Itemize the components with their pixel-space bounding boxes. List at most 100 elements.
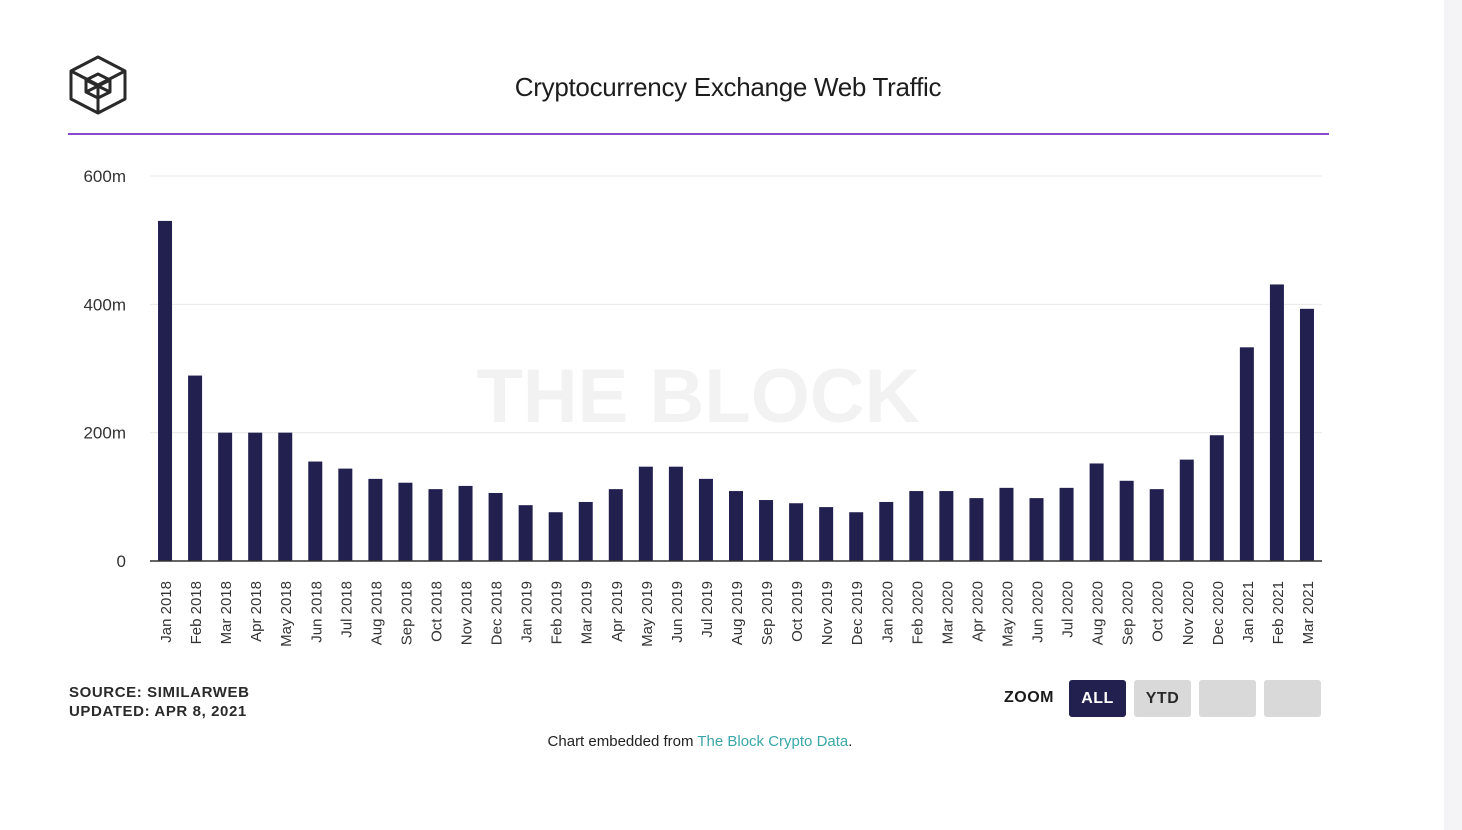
x-tick-label: Apr 2020 — [969, 581, 986, 642]
x-tick-label: Dec 2020 — [1210, 581, 1227, 645]
x-tick-label: Mar 2019 — [579, 581, 596, 644]
embed-suffix: . — [848, 733, 853, 750]
bar[interactable] — [248, 432, 263, 561]
bar[interactable] — [1239, 347, 1254, 561]
x-tick-label: Jul 2020 — [1060, 581, 1077, 638]
y-tick-label: 400m — [83, 295, 126, 314]
bar[interactable] — [879, 501, 894, 561]
bar[interactable] — [1269, 284, 1284, 561]
bar[interactable] — [1179, 459, 1194, 561]
bar[interactable] — [668, 466, 683, 561]
x-tick-label: Dec 2019 — [849, 581, 866, 645]
x-tick-label: Nov 2020 — [1180, 581, 1197, 645]
zoom-all-button[interactable]: ALL — [1069, 680, 1126, 717]
x-tick-label: Oct 2020 — [1150, 581, 1167, 642]
x-tick-label: Jan 2020 — [879, 581, 896, 643]
bar[interactable] — [188, 375, 203, 561]
x-tick-label: Aug 2019 — [729, 581, 746, 645]
bar[interactable] — [1119, 480, 1134, 561]
x-tick-label: Apr 2019 — [609, 581, 626, 642]
x-tick-label: Apr 2018 — [248, 581, 265, 642]
y-tick-label: 200m — [83, 424, 126, 443]
x-tick-label: Jun 2018 — [308, 581, 325, 643]
x-tick-label: Sep 2018 — [398, 581, 415, 645]
bar[interactable] — [789, 503, 804, 561]
watermark: THE BLOCK — [476, 354, 919, 439]
bar[interactable] — [578, 501, 593, 561]
bar[interactable] — [488, 492, 503, 561]
bar[interactable] — [819, 507, 834, 561]
bar[interactable] — [278, 432, 293, 561]
bars — [158, 220, 1314, 561]
title-divider — [68, 133, 1329, 135]
scrollbar-track[interactable] — [1444, 0, 1462, 830]
bar[interactable] — [638, 466, 653, 561]
x-tick-label: Jan 2018 — [158, 581, 175, 643]
x-tick-label: May 2019 — [639, 581, 656, 647]
embed-prefix: Chart embedded from — [547, 733, 698, 750]
bar[interactable] — [368, 478, 383, 561]
x-tick-label: Aug 2018 — [368, 581, 385, 645]
bar[interactable] — [698, 478, 713, 561]
x-axis-labels: Jan 2018 Feb 2018 Mar 2018 Apr 2018 May 2018… — [158, 581, 1317, 647]
bar[interactable] — [1029, 498, 1044, 561]
updated-line: UPDATED: APR 8, 2021 — [69, 703, 247, 720]
bar[interactable] — [428, 489, 443, 561]
bar[interactable] — [548, 512, 563, 561]
x-tick-label: Dec 2018 — [489, 581, 506, 645]
x-tick-label: Aug 2020 — [1090, 581, 1107, 645]
x-tick-label: Jul 2018 — [338, 581, 355, 638]
x-tick-label: Mar 2021 — [1300, 581, 1317, 644]
x-tick-label: Sep 2020 — [1120, 581, 1137, 645]
x-tick-label: Nov 2019 — [819, 581, 836, 645]
x-tick-label: Jun 2019 — [669, 581, 686, 643]
bar[interactable] — [458, 485, 473, 561]
x-tick-label: Oct 2018 — [428, 581, 445, 642]
x-tick-label: Feb 2021 — [1270, 581, 1287, 644]
bar[interactable] — [338, 468, 353, 561]
bar[interactable] — [398, 482, 413, 561]
bar[interactable] — [1299, 308, 1314, 561]
x-tick-label: Mar 2020 — [939, 581, 956, 644]
source-line: SOURCE: SIMILARWEB — [69, 684, 250, 701]
x-tick-label: Feb 2018 — [188, 581, 205, 644]
bar[interactable] — [1059, 487, 1074, 561]
bar[interactable] — [939, 491, 954, 561]
bar[interactable] — [218, 432, 233, 561]
bar[interactable] — [1149, 489, 1164, 561]
bar-chart: THE BLOCK 0 200m 400m 600m Jan 2018 Feb 2018… — [83, 167, 1322, 647]
bar[interactable] — [759, 500, 774, 561]
x-tick-label: Mar 2018 — [218, 581, 235, 644]
bar[interactable] — [849, 512, 864, 561]
x-tick-label: Feb 2019 — [549, 581, 566, 644]
the-block-cube-icon — [69, 55, 127, 115]
bar[interactable] — [999, 487, 1014, 561]
zoom-range-button[interactable] — [1199, 680, 1256, 717]
bar[interactable] — [909, 491, 924, 561]
chart-title: Cryptocurrency Exchange Web Traffic — [514, 72, 942, 102]
bar[interactable] — [518, 505, 533, 561]
bar[interactable] — [158, 220, 173, 561]
bar[interactable] — [1089, 463, 1104, 561]
bar[interactable] — [969, 498, 984, 561]
x-tick-label: Jan 2019 — [519, 581, 536, 643]
x-tick-label: Sep 2019 — [759, 581, 776, 645]
x-tick-label: May 2018 — [278, 581, 295, 647]
x-tick-label: Jan 2021 — [1240, 581, 1257, 643]
y-axis-labels: 0 200m 400m 600m — [83, 167, 126, 571]
zoom-ytd-button[interactable]: YTD — [1134, 680, 1191, 717]
source-note: SOURCE: SIMILARWEB UPDATED: APR 8, 2021 — [69, 683, 250, 721]
x-tick-label: Oct 2019 — [789, 581, 806, 642]
zoom-label: ZOOM — [1004, 689, 1054, 706]
bar[interactable] — [308, 461, 323, 561]
x-tick-label: Jun 2020 — [1030, 581, 1047, 643]
bar[interactable] — [608, 489, 623, 561]
embed-credit: Chart embedded from The Block Crypto Dat… — [368, 733, 1032, 750]
y-tick-label: 600m — [83, 167, 126, 186]
bar[interactable] — [1209, 435, 1224, 561]
x-tick-label: Feb 2020 — [909, 581, 926, 644]
embed-link[interactable]: The Block Crypto Data — [697, 733, 849, 750]
bar[interactable] — [729, 491, 743, 561]
zoom-range-button[interactable] — [1264, 680, 1321, 717]
x-tick-label: Nov 2018 — [459, 581, 476, 645]
